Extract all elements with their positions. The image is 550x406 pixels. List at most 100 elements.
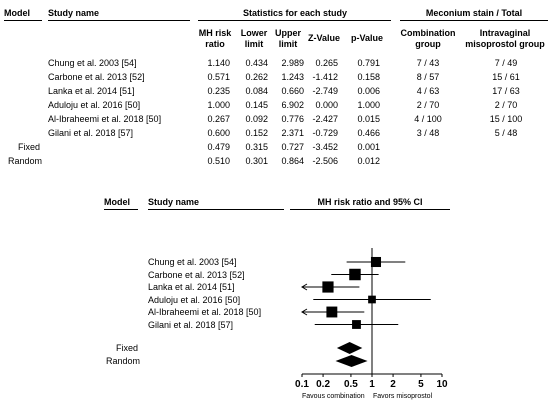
study-point (322, 281, 334, 293)
pooled-diamond (336, 342, 363, 354)
study-point (368, 295, 376, 304)
p-cell: 0.466 (357, 128, 380, 138)
upper-cell: 2.371 (281, 128, 304, 138)
ci-arrow (301, 283, 308, 291)
p-cell: 0.012 (357, 156, 380, 166)
z-cell: -3.452 (312, 142, 338, 152)
lower-cell: 0.092 (245, 114, 268, 124)
intravaginal-cell: 15 / 100 (489, 114, 523, 124)
study-point (349, 268, 361, 281)
upper-cell: 0.776 (281, 114, 304, 124)
plot-study-label: Gilani et al. 2018 [57] (148, 320, 234, 330)
rr-cell: 0.267 (207, 114, 230, 124)
ci-arrow (301, 308, 308, 316)
lower-cell: 0.315 (245, 142, 268, 152)
lower-cell: 0.152 (245, 128, 268, 138)
plot-study-label: Aduloju et al. 2016 [50] (148, 295, 241, 305)
z-cell: -2.427 (312, 114, 338, 124)
z-cell: 0.000 (315, 100, 338, 110)
header-study-underline (48, 20, 190, 21)
rr-cell: 1.000 (207, 100, 230, 110)
header-lower-limit: Lower limit (240, 28, 268, 49)
intravaginal-cell: 17 / 63 (492, 86, 520, 96)
p-cell: 0.791 (357, 58, 380, 68)
z-cell: -2.506 (312, 156, 338, 166)
study-name-cell: Aduloju et al. 2016 [50] (48, 100, 141, 110)
study-name-cell: Chung et al. 2003 [54] (48, 58, 137, 68)
upper-cell: 0.864 (281, 156, 304, 166)
upper-cell: 1.243 (281, 72, 304, 82)
plot-model-label: Random (106, 356, 141, 366)
upper-cell: 6.902 (281, 100, 304, 110)
plot-study-label: Lanka et al. 2014 [51] (148, 282, 235, 292)
header-intravaginal-group: Intravaginal misoprostol group (465, 28, 545, 49)
upper-cell: 0.727 (281, 142, 304, 152)
combination-cell: 2 / 70 (416, 100, 440, 110)
lower-cell: 0.434 (245, 58, 268, 68)
plot-title-underline (290, 209, 450, 210)
rr-cell: 0.600 (207, 128, 230, 138)
combination-cell: 4 / 100 (414, 114, 442, 124)
header-meconium-group: Meconium stain / Total (425, 8, 523, 18)
plot-study-label: Al-Ibraheemi et al. 2018 [50] (148, 307, 262, 317)
study-name-cell: Gilani et al. 2018 [57] (48, 128, 134, 138)
lower-cell: 0.262 (245, 72, 268, 82)
z-cell: -0.729 (312, 128, 338, 138)
z-cell: -2.749 (312, 86, 338, 96)
x-tick-label: 0.2 (316, 379, 330, 390)
lower-cell: 0.145 (245, 100, 268, 110)
intravaginal-cell: 2 / 70 (494, 100, 518, 110)
p-cell: 0.015 (357, 114, 380, 124)
header-meconium-underline (400, 20, 548, 21)
header-study-name: Study name (48, 8, 100, 18)
header-upper-limit: Upper limit (274, 28, 301, 49)
rr-cell: 1.140 (207, 58, 230, 68)
study-point (370, 256, 382, 268)
lower-cell: 0.084 (245, 86, 268, 96)
x-tick-label: 10 (436, 379, 448, 390)
z-cell: -1.412 (312, 72, 338, 82)
study-point (352, 320, 361, 329)
rr-cell: 0.571 (207, 72, 230, 82)
upper-cell: 2.989 (281, 58, 304, 68)
p-cell: 0.001 (357, 142, 380, 152)
plot-header-study-underline (148, 209, 284, 210)
favours-left-label: Favous combination (302, 393, 365, 400)
header-mh-risk-ratio: MH risk ratio (198, 28, 232, 49)
plot-header-model: Model (104, 197, 130, 207)
study-name-cell: Lanka et al. 2014 [51] (48, 86, 135, 96)
header-z-value: Z-Value (307, 33, 340, 43)
x-tick-label: 0.5 (344, 379, 358, 390)
z-cell: 0.265 (315, 58, 338, 68)
plot-header-study-name: Study name (148, 197, 200, 207)
combination-cell: 4 / 63 (416, 86, 440, 96)
header-model: Model (4, 8, 30, 18)
study-point (326, 306, 338, 318)
plot-study-label: Carbone et al. 2013 [52] (148, 270, 245, 280)
pooled-diamond (335, 355, 368, 367)
header-combination-group: Combination group (400, 28, 456, 49)
study-name-cell: Carbone et al. 2013 [52] (48, 72, 145, 82)
upper-cell: 0.660 (281, 86, 304, 96)
rr-cell: 0.235 (207, 86, 230, 96)
plot-model-label: Fixed (116, 343, 139, 353)
header-p-value: p-Value (350, 33, 383, 43)
p-cell: 0.006 (357, 86, 380, 96)
header-stats-underline (198, 20, 391, 21)
plot-study-label: Chung et al. 2003 [54] (148, 257, 237, 267)
x-tick-label: 0.1 (295, 379, 309, 390)
p-cell: 1.000 (357, 100, 380, 110)
x-tick-label: 2 (390, 379, 396, 390)
model-cell: Fixed (18, 142, 41, 152)
rr-cell: 0.510 (207, 156, 230, 166)
header-stats-group: Statistics for each study (242, 8, 348, 18)
model-cell: Random (8, 156, 43, 166)
plot-title: MH risk ratio and 95% CI (317, 197, 423, 207)
combination-cell: 8 / 57 (416, 72, 440, 82)
x-tick-label: 1 (369, 379, 375, 390)
combination-cell: 3 / 48 (416, 128, 440, 138)
intravaginal-cell: 7 / 49 (494, 58, 518, 68)
lower-cell: 0.301 (245, 156, 268, 166)
intravaginal-cell: 5 / 48 (494, 128, 518, 138)
